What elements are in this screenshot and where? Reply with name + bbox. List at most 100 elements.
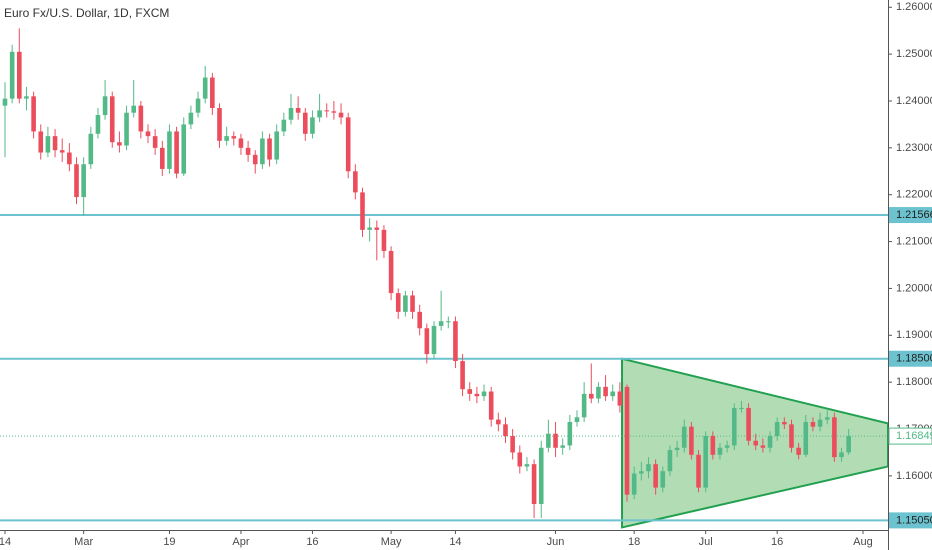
candle-body [467, 389, 473, 394]
candle-body [403, 295, 408, 312]
candle-body [202, 77, 208, 99]
candle-body [703, 436, 708, 488]
candle-body [17, 51, 22, 99]
candle-body [367, 227, 372, 230]
candle-body [81, 164, 86, 198]
candle-body [310, 117, 315, 134]
candle-body [167, 131, 172, 169]
candle-body [174, 131, 179, 174]
candle-body [331, 111, 337, 113]
candle-body [117, 142, 122, 146]
x-tick-label: Mar [74, 536, 93, 548]
candle-body [832, 417, 837, 458]
candle-body [395, 293, 401, 312]
candle-body [38, 131, 44, 153]
y-tick-label: 1.24000 [896, 95, 932, 107]
candle-body [696, 454, 701, 488]
candle-body [410, 295, 415, 312]
candle-body [782, 421, 787, 425]
x-tick-label: Jul [699, 536, 713, 548]
level-price-label: 1.15050 [896, 514, 932, 526]
candle-body [138, 105, 144, 132]
x-tick-label: 18 [628, 536, 640, 548]
level-price-box [889, 207, 932, 224]
candle-body [59, 150, 65, 153]
candle-body [124, 112, 129, 146]
candle-body [88, 133, 94, 165]
candle-body [281, 119, 287, 132]
candle-body [531, 464, 537, 504]
candle-body [674, 447, 680, 451]
candle-body [667, 450, 673, 472]
candle-body [503, 424, 508, 437]
x-tick-label: 14 [0, 536, 11, 548]
candle-body [546, 433, 551, 448]
candle-body [295, 108, 301, 113]
candle-body [681, 426, 687, 448]
candle-body [360, 192, 365, 230]
candle-body [581, 393, 587, 418]
candle-body [653, 464, 658, 488]
y-tick-label: 1.20000 [896, 282, 932, 294]
candle-body [374, 227, 380, 230]
candle-body [217, 108, 222, 141]
candle-body [510, 436, 515, 453]
chart-title: Euro Fx/U.S. Dollar, 1D, FXCM [4, 6, 169, 20]
candle-body [424, 328, 430, 355]
candle-body [438, 321, 444, 326]
candle-body [660, 471, 666, 488]
candle-body [74, 164, 79, 198]
candle-body [731, 407, 737, 446]
level-price-label: 1.21566 [896, 209, 932, 221]
x-tick-label: Jun [547, 536, 565, 548]
candle-body [567, 421, 573, 446]
candle-body [810, 421, 816, 427]
candle-body [774, 421, 780, 437]
candle-body [717, 447, 723, 455]
candle-body [588, 393, 594, 399]
candle-body [803, 421, 809, 455]
candle-body [338, 112, 344, 118]
candle-body [817, 419, 823, 427]
candle-body [789, 424, 794, 448]
candle-body [109, 96, 115, 143]
candle-body [45, 136, 51, 153]
candle-body [689, 426, 694, 455]
candle-body [496, 419, 501, 425]
candle-body [481, 391, 487, 397]
candle-body [574, 417, 580, 422]
candle-body [188, 112, 194, 125]
y-tick-label: 1.16000 [896, 470, 932, 482]
candle-body [317, 110, 322, 118]
x-tick-label: 19 [163, 536, 175, 548]
candle-body [67, 152, 72, 165]
candle-body [145, 131, 151, 137]
last-price-box [888, 427, 932, 445]
candle-body [245, 147, 251, 155]
candle-body [553, 433, 558, 448]
candle-body [710, 436, 716, 455]
candle-body [453, 321, 458, 362]
x-tick-label: May [381, 536, 402, 548]
candle-body [260, 138, 265, 165]
candle-body [631, 473, 637, 495]
x-tick-label: 16 [306, 536, 318, 548]
candle-body [596, 386, 601, 399]
candle-body [560, 445, 565, 448]
candle-body [796, 447, 801, 455]
candle-body [739, 407, 744, 409]
candle-body [746, 407, 751, 441]
candle-body [252, 154, 258, 165]
y-tick-label: 1.22000 [896, 189, 932, 201]
candle-body [24, 96, 29, 99]
candle-body [181, 124, 187, 174]
candle-body [839, 452, 844, 458]
candle-body [445, 321, 451, 323]
y-tick-label: 1.26000 [896, 1, 932, 13]
candle-body [639, 471, 644, 474]
candle-body [52, 136, 58, 151]
candle-body [2, 98, 8, 106]
candle-body [267, 138, 272, 160]
candle-body [210, 77, 215, 109]
